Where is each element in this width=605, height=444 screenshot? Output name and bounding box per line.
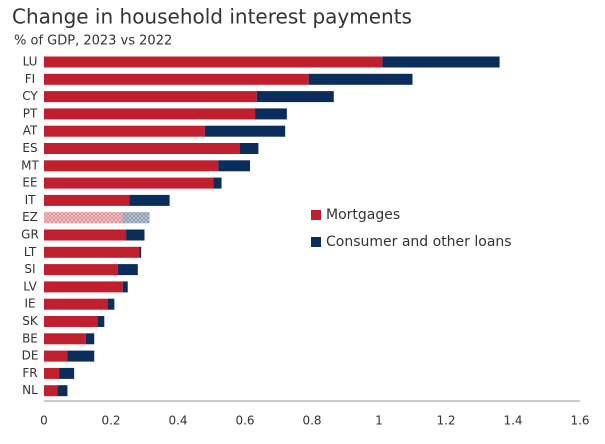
bar-segment [44,367,60,379]
bar-segment [44,160,219,172]
y-tick-label: IE [24,297,35,311]
y-tick-label: SK [22,314,39,328]
x-tick-label: 1.6 [570,414,589,428]
bar-segment [139,246,142,258]
bar-segment [67,350,95,362]
bar-segment [129,194,170,206]
y-tick-label: MT [21,158,39,172]
bar-segment [57,385,68,397]
x-tick-label: 1.2 [436,414,455,428]
y-tick-label: LT [24,245,37,259]
x-tick-label: 1.4 [503,414,522,428]
bar-segment [213,177,222,189]
x-tick-label: 0.2 [101,414,120,428]
legend-label: Consumer and other loans [326,234,512,250]
bar-segment [122,281,128,293]
bar-segment [44,333,86,345]
bar-segment [126,229,145,241]
bar-segment [382,56,500,68]
bar-segment [44,177,214,189]
y-tick-label: DE [22,349,39,363]
bar-segment [308,73,413,85]
bar-segment [59,367,75,379]
y-tick-label: IT [25,193,37,207]
y-tick-label: ES [22,141,37,155]
x-tick-label: 0.6 [235,414,254,428]
bar-segment [97,316,105,327]
y-tick-label: PT [23,106,38,120]
y-tick-label: CY [22,89,38,103]
chart-subtitle: % of GDP, 2023 vs 2022 [14,34,172,49]
y-tick-label: FI [25,72,35,86]
bar-segment [117,264,138,276]
legend-label: Mortgages [326,207,400,223]
bar-segment [44,385,58,397]
y-tick-label: NL [22,383,38,397]
bar-segment [204,125,286,137]
y-tick-label: GR [21,228,39,242]
bar-segment [44,350,68,362]
bar-segment [44,194,130,206]
y-tick-label: LU [23,55,38,69]
y-tick-label: BE [22,331,38,345]
x-tick-label: 0.4 [168,414,187,428]
bar-segment [44,91,257,103]
bar-segment [255,108,287,120]
x-tick-label: 0.8 [302,414,321,428]
bar-segment [44,73,309,85]
bar-hatch [44,212,123,224]
chart-title: Change in household interest payments [12,5,412,29]
bar-segment [85,333,95,345]
y-tick-label: EZ [22,210,38,224]
y-tick-label: SI [24,262,35,276]
bar-segment [256,91,334,103]
y-tick-label: LV [23,279,37,293]
y-tick-label: EE [22,176,37,190]
legend-swatch [311,210,321,220]
bar-segment [44,108,256,120]
bar-hatch [122,212,150,224]
bar-segment [107,298,115,310]
x-tick-label: 0 [40,414,48,428]
bar-segment [44,143,240,154]
bar-segment [44,229,127,241]
y-tick-label: FR [22,366,37,380]
bar-segment [239,143,259,154]
bar-segment [44,281,123,293]
bar-segment [44,264,118,276]
bar-segment [44,125,205,137]
bar-segment [44,246,140,258]
x-tick-label: 1 [375,414,383,428]
bar-segment [44,298,108,310]
legend-swatch [311,237,321,247]
y-tick-label: AT [23,124,38,138]
bar-segment [44,56,383,68]
bar-segment [44,316,98,327]
bar-segment [218,160,251,172]
